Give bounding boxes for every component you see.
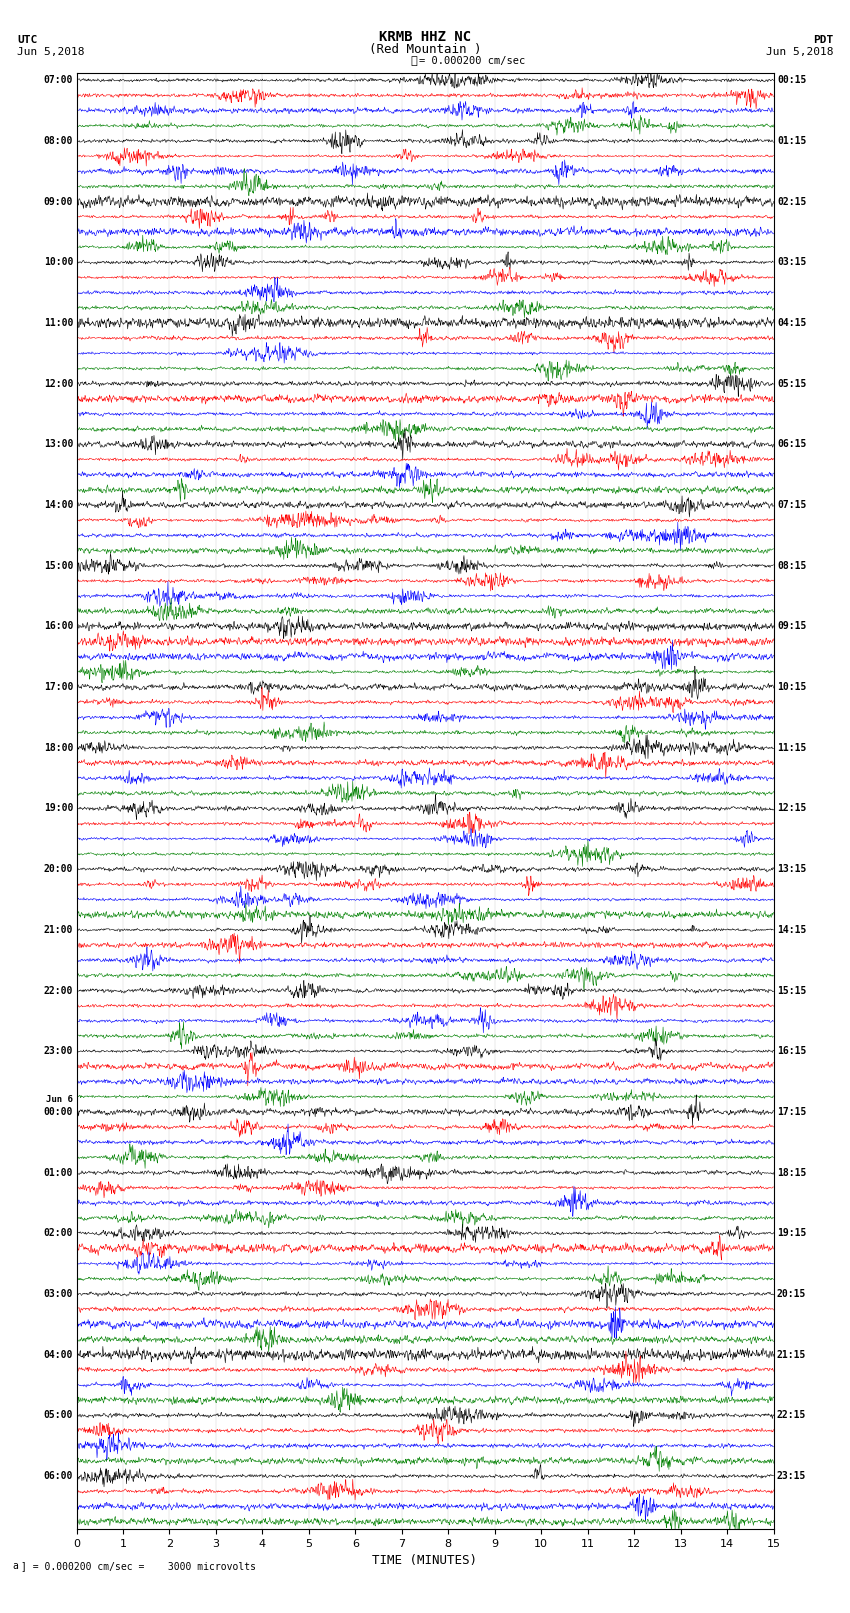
Text: 08:15: 08:15 [777,561,807,571]
Text: 20:15: 20:15 [777,1289,807,1298]
Text: 22:15: 22:15 [777,1410,807,1421]
Text: UTC: UTC [17,35,37,45]
Text: Jun 5,2018: Jun 5,2018 [766,47,833,56]
Text: 23:15: 23:15 [777,1471,807,1481]
Text: 08:00: 08:00 [43,135,73,145]
Text: 20:00: 20:00 [43,865,73,874]
Text: 03:00: 03:00 [43,1289,73,1298]
Text: 19:15: 19:15 [777,1227,807,1239]
Text: 05:15: 05:15 [777,379,807,389]
X-axis label: TIME (MINUTES): TIME (MINUTES) [372,1555,478,1568]
Text: 01:00: 01:00 [43,1168,73,1177]
Text: 21:00: 21:00 [43,924,73,936]
Text: 17:00: 17:00 [43,682,73,692]
Text: Jun 5,2018: Jun 5,2018 [17,47,84,56]
Text: 15:15: 15:15 [777,986,807,995]
Text: = 0.000200 cm/sec: = 0.000200 cm/sec [419,56,525,66]
Text: 19:00: 19:00 [43,803,73,813]
Text: 23:00: 23:00 [43,1047,73,1057]
Text: 14:15: 14:15 [777,924,807,936]
Text: PDT: PDT [813,35,833,45]
Text: KRMB HHZ NC: KRMB HHZ NC [379,31,471,44]
Text: 21:15: 21:15 [777,1350,807,1360]
Text: 13:15: 13:15 [777,865,807,874]
Text: 16:15: 16:15 [777,1047,807,1057]
Text: 11:00: 11:00 [43,318,73,327]
Text: 02:00: 02:00 [43,1227,73,1239]
Text: 09:15: 09:15 [777,621,807,631]
Text: 13:00: 13:00 [43,439,73,450]
Text: 12:00: 12:00 [43,379,73,389]
Text: a: a [13,1561,19,1571]
Text: 09:00: 09:00 [43,197,73,206]
Text: 18:00: 18:00 [43,742,73,753]
Text: 00:00: 00:00 [43,1107,73,1116]
Text: 17:15: 17:15 [777,1107,807,1116]
Text: ] = 0.000200 cm/sec =    3000 microvolts: ] = 0.000200 cm/sec = 3000 microvolts [21,1561,256,1571]
Text: 04:00: 04:00 [43,1350,73,1360]
Text: 10:15: 10:15 [777,682,807,692]
Text: 12:15: 12:15 [777,803,807,813]
Text: 11:15: 11:15 [777,742,807,753]
Text: (Red Mountain ): (Red Mountain ) [369,44,481,56]
Text: 07:00: 07:00 [43,76,73,85]
Text: 06:00: 06:00 [43,1471,73,1481]
Text: 00:15: 00:15 [777,76,807,85]
Text: 01:15: 01:15 [777,135,807,145]
Text: 14:00: 14:00 [43,500,73,510]
Text: 04:15: 04:15 [777,318,807,327]
Text: 07:15: 07:15 [777,500,807,510]
Text: 15:00: 15:00 [43,561,73,571]
Text: 03:15: 03:15 [777,256,807,268]
Text: Jun 6: Jun 6 [46,1095,73,1105]
Text: ⎵: ⎵ [411,56,417,66]
Text: 10:00: 10:00 [43,256,73,268]
Text: 16:00: 16:00 [43,621,73,631]
Text: 22:00: 22:00 [43,986,73,995]
Text: 18:15: 18:15 [777,1168,807,1177]
Text: 02:15: 02:15 [777,197,807,206]
Text: 05:00: 05:00 [43,1410,73,1421]
Text: 06:15: 06:15 [777,439,807,450]
